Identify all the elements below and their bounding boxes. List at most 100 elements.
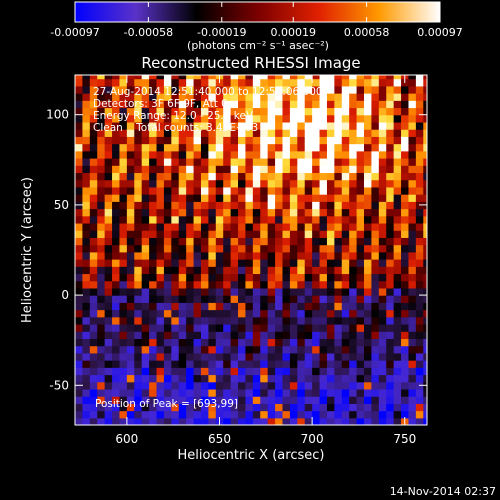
heatmap-pixel (415, 273, 424, 282)
heatmap-pixel (119, 100, 128, 109)
heatmap-pixel (82, 338, 91, 347)
heatmap-pixel (326, 143, 335, 152)
heatmap-pixel (119, 295, 128, 303)
heatmap-pixel (393, 150, 402, 159)
heatmap-pixel (415, 396, 424, 404)
heatmap-pixel (334, 302, 343, 311)
heatmap-pixel (341, 100, 350, 109)
heatmap-pixel (386, 157, 395, 166)
heatmap-pixel (89, 157, 98, 166)
heatmap-pixel (186, 309, 195, 318)
heatmap-pixel (230, 107, 239, 116)
heatmap-pixel (297, 280, 306, 289)
heatmap-pixel (282, 157, 291, 166)
heatmap-pixel (364, 295, 373, 303)
heatmap-pixel (408, 143, 417, 152)
heatmap-pixel (319, 179, 328, 188)
heatmap-pixel (134, 259, 143, 267)
heatmap-pixel (423, 93, 427, 101)
heatmap-pixel (275, 129, 284, 137)
heatmap-pixel (260, 129, 269, 137)
heatmap-pixel (134, 215, 143, 224)
heatmap-pixel (193, 345, 202, 354)
heatmap-pixel (408, 85, 417, 94)
heatmap-pixel (97, 208, 106, 217)
heatmap-pixel (319, 201, 328, 210)
heatmap-pixel (119, 403, 128, 412)
heatmap-pixel (215, 244, 224, 253)
heatmap-pixel (289, 222, 298, 231)
heatmap-pixel (112, 208, 121, 217)
heatmap-pixel (349, 374, 358, 383)
heatmap-pixel (378, 410, 387, 419)
heatmap-pixel (408, 287, 417, 296)
heatmap-pixel (252, 331, 261, 340)
heatmap-pixel (282, 273, 291, 282)
heatmap-pixel (134, 417, 143, 425)
heatmap-pixel (82, 323, 91, 332)
heatmap-pixel (200, 93, 209, 101)
heatmap-pixel (141, 345, 150, 354)
heatmap-pixel (326, 396, 335, 404)
heatmap-pixel (230, 273, 239, 282)
heatmap-pixel (89, 331, 98, 340)
heatmap-pixel (252, 172, 261, 181)
heatmap-pixel (200, 150, 209, 159)
heatmap-pixel (200, 295, 209, 303)
heatmap-pixel (97, 367, 106, 376)
heatmap-pixel (349, 215, 358, 224)
heatmap-pixel (378, 215, 387, 224)
heatmap-pixel (149, 179, 158, 188)
heatmap-pixel (282, 388, 291, 397)
heatmap-pixel (252, 215, 261, 224)
heatmap-pixel (371, 345, 380, 354)
heatmap-pixel (200, 316, 209, 325)
heatmap-pixel (319, 323, 328, 332)
heatmap-pixel (386, 143, 395, 152)
heatmap-pixel (371, 165, 380, 174)
heatmap-pixel (134, 186, 143, 195)
heatmap-pixel (415, 352, 424, 361)
heatmap-pixel (245, 179, 254, 188)
heatmap-pixel (82, 75, 91, 80)
heatmap-pixel (200, 338, 209, 347)
heatmap-pixel (282, 309, 291, 318)
heatmap-pixel (163, 266, 172, 275)
heatmap-pixel (215, 121, 224, 130)
heatmap-pixel (364, 280, 373, 289)
heatmap-pixel (260, 280, 269, 289)
heatmap-pixel (423, 280, 427, 289)
heatmap-pixel (126, 143, 135, 152)
heatmap-pixel (171, 157, 180, 166)
heatmap-pixel (215, 172, 224, 181)
heatmap-pixel (141, 222, 150, 231)
heatmap-pixel (326, 121, 335, 130)
heatmap-pixel (326, 316, 335, 325)
heatmap-pixel (415, 107, 424, 116)
heatmap-pixel (193, 114, 202, 123)
heatmap-pixel (200, 381, 209, 390)
heatmap-pixel (334, 157, 343, 166)
heatmap-pixel (141, 157, 150, 166)
heatmap-pixel (186, 150, 195, 159)
heatmap-pixel (289, 230, 298, 238)
heatmap-pixel (89, 215, 98, 224)
heatmap-pixel (341, 237, 350, 246)
heatmap-pixel (149, 316, 158, 325)
heatmap-pixel (401, 85, 410, 94)
heatmap-pixel (260, 150, 269, 159)
heatmap-pixel (304, 302, 313, 311)
heatmap-pixel (408, 309, 417, 318)
heatmap-pixel (267, 114, 276, 123)
heatmap-pixel (289, 367, 298, 376)
heatmap-pixel (238, 273, 247, 282)
heatmap-pixel (178, 100, 187, 109)
heatmap-pixel (386, 367, 395, 376)
heatmap-pixel (245, 114, 254, 123)
heatmap-pixel (119, 345, 128, 354)
heatmap-pixel (252, 367, 261, 376)
heatmap-pixel (208, 165, 217, 174)
heatmap-pixel (104, 295, 113, 303)
heatmap-pixel (364, 150, 373, 159)
heatmap-pixel (378, 222, 387, 231)
